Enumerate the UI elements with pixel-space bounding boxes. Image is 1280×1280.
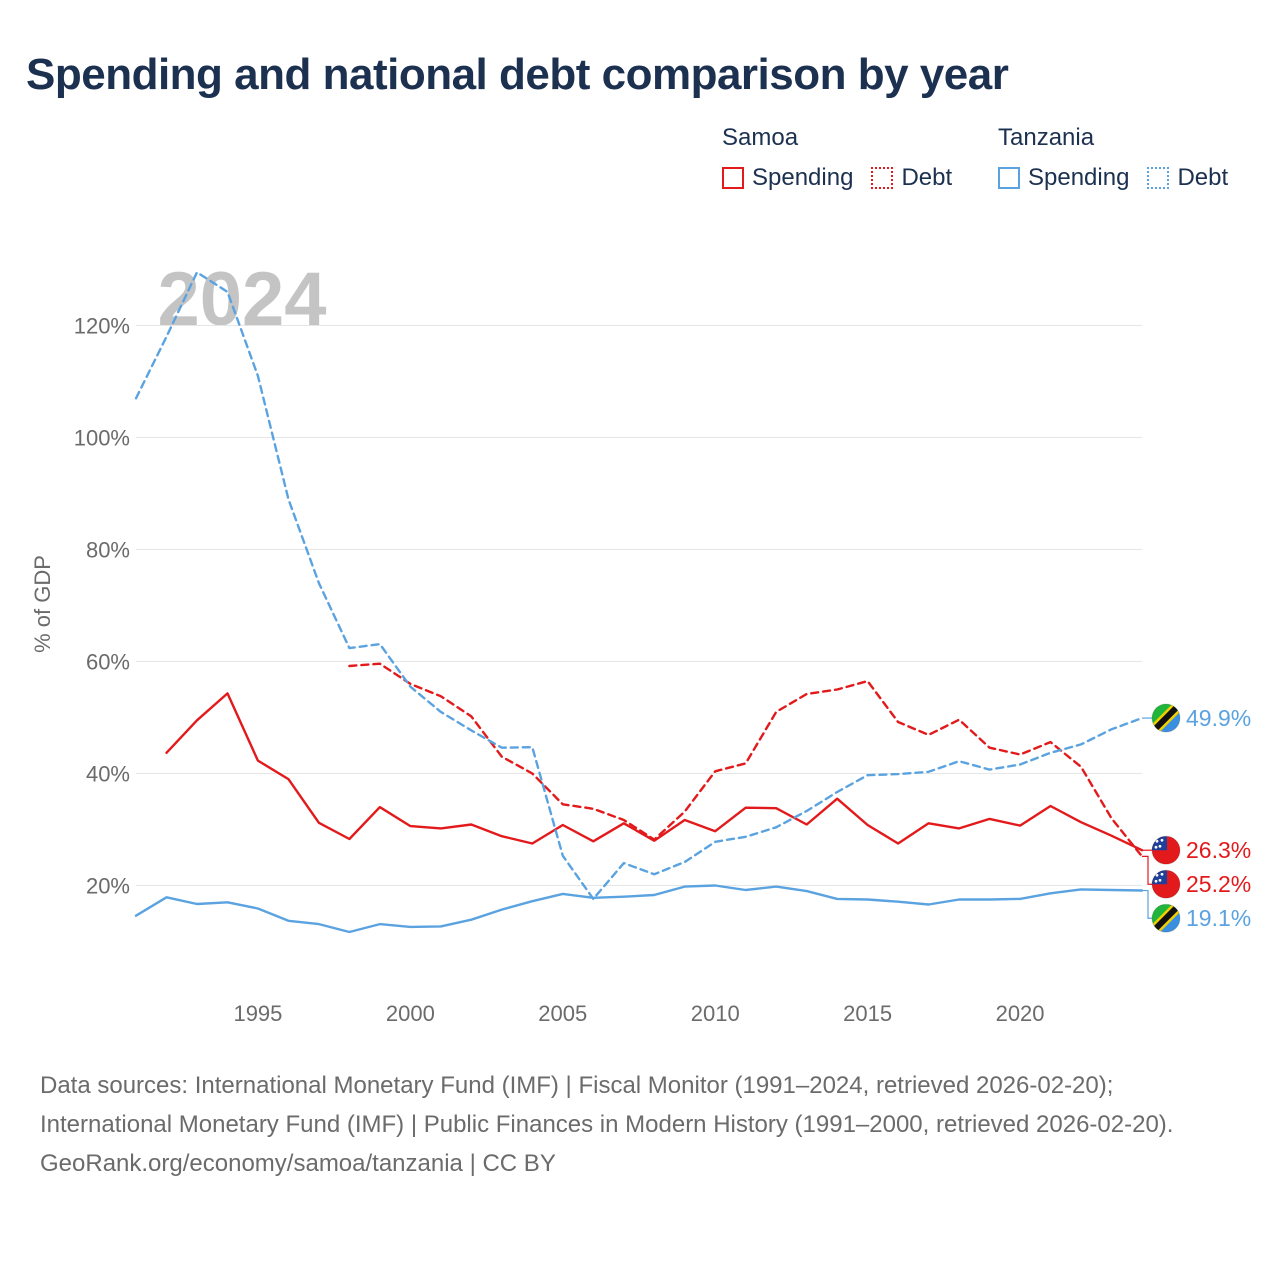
tanzania-flag-icon <box>1152 904 1180 933</box>
y-tick-label: 80% <box>86 538 130 563</box>
legend-item-samoa-debt[interactable]: Debt <box>871 164 952 192</box>
legend-label: Spending <box>752 164 854 191</box>
flag-ring <box>1151 835 1181 865</box>
legend-label: Debt <box>901 164 953 191</box>
credit-line: GeoRank.org/economy/samoa/tanzania | CC … <box>40 1150 556 1177</box>
legend-label: Spending <box>1028 164 1130 191</box>
legend-group-name: Samoa <box>722 124 799 151</box>
legend-swatch-dotted <box>871 167 894 189</box>
flag-ring <box>1151 869 1181 899</box>
x-tick-label: 2010 <box>691 1001 740 1026</box>
y-axis-label: % of GDP <box>30 555 55 653</box>
x-tick-label: 1995 <box>233 1001 282 1026</box>
y-tick-label: 60% <box>86 650 130 675</box>
legend-label: Debt <box>1177 164 1229 191</box>
y-tick-label: 20% <box>86 874 130 899</box>
legend-group-tanzania: Tanzania Spending Debt <box>998 124 1246 192</box>
data-sources: Data sources: International Monetary Fun… <box>40 1072 1174 1138</box>
x-tick-label: 2020 <box>996 1001 1045 1026</box>
series-line-tanzania-debt <box>134 271 1144 901</box>
series-line-tanzania-spending <box>134 884 1144 934</box>
footer: Data sources: International Monetary Fun… <box>40 1066 1240 1183</box>
flag-ring <box>1151 703 1181 733</box>
tanzania-flag-icon <box>1152 704 1180 733</box>
y-tick-label: 40% <box>86 762 130 787</box>
legend-item-samoa-spending[interactable]: Spending <box>722 164 853 192</box>
chart-title: Spending and national debt comparison by… <box>26 50 1009 99</box>
line-chart: 2024 20% 40% 60% 80% 100% 120% 1995 2000 2005 2010… <box>30 257 1251 1026</box>
end-value-label: 26.3% <box>1186 837 1251 863</box>
end-value-label: 25.2% <box>1186 871 1251 897</box>
series-line-samoa-spending <box>165 692 1144 852</box>
end-value-label: 49.9% <box>1186 705 1251 731</box>
x-tick-label: 2000 <box>386 1001 435 1026</box>
y-tick-label: 120% <box>74 314 130 339</box>
label-connector <box>1142 855 1152 885</box>
legend-swatch-solid <box>998 167 1020 189</box>
flag-ring <box>1151 903 1181 933</box>
legend-group-name: Tanzania <box>998 124 1095 151</box>
watermark-year: 2024 <box>157 257 326 342</box>
samoa-flag-icon <box>1152 870 1180 899</box>
legend-item-tanzania-spending[interactable]: Spending <box>998 164 1129 192</box>
samoa-flag-icon <box>1152 836 1180 865</box>
label-connector <box>1142 889 1152 919</box>
legend-swatch-dotted <box>1147 167 1170 189</box>
legend-item-tanzania-debt[interactable]: Debt <box>1147 164 1228 192</box>
series-line-samoa-debt <box>348 662 1144 858</box>
end-value-label: 19.1% <box>1186 905 1251 931</box>
y-tick-label: 100% <box>74 426 130 451</box>
x-tick-label: 2015 <box>843 1001 892 1026</box>
legend-group-samoa: Samoa Spending Debt <box>722 124 970 192</box>
x-tick-label: 2005 <box>538 1001 587 1026</box>
legend-swatch-solid <box>722 167 744 189</box>
